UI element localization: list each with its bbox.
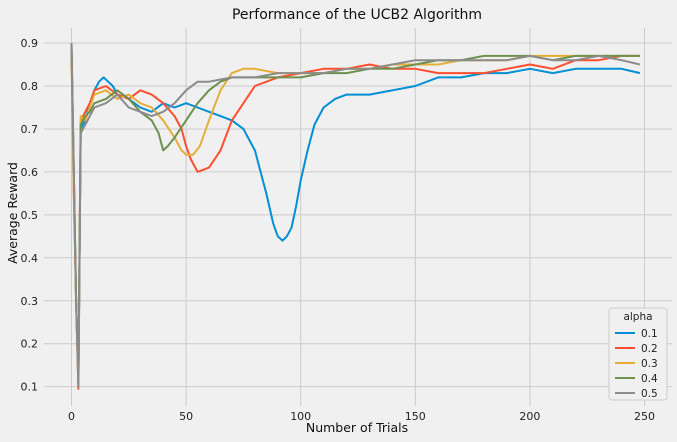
y-tick-label: 0.7	[21, 123, 39, 136]
legend-label: 0.3	[641, 358, 658, 370]
x-tick-label: 0	[68, 410, 75, 423]
y-tick-label: 0.1	[21, 381, 39, 394]
series-line-0.2	[70, 51, 640, 390]
y-tick-label: 0.5	[21, 209, 39, 222]
legend-label: 0.5	[641, 388, 658, 400]
y-tick-label: 0.3	[21, 295, 39, 308]
x-tick-label: 250	[634, 410, 655, 423]
x-tick-label: 100	[290, 410, 311, 423]
legend: alpha 0.1 0.2 0.3 0.4 0.5	[608, 307, 668, 401]
chart-title: Performance of the UCB2 Algorithm	[232, 7, 482, 23]
legend-title: alpha	[623, 311, 652, 323]
grid	[44, 28, 672, 406]
y-tick-label: 0.4	[21, 252, 39, 265]
x-tick-label: 50	[179, 410, 193, 423]
legend-label: 0.4	[641, 373, 658, 385]
y-tick-label: 0.6	[21, 166, 39, 179]
y-axis-label: Average Reward	[5, 162, 20, 264]
legend-label: 0.1	[641, 328, 658, 340]
x-tick-label: 200	[519, 410, 540, 423]
y-tick-label: 0.2	[21, 338, 39, 351]
series-lines	[70, 42, 641, 390]
series-line-0.4	[70, 47, 640, 380]
y-tick-label: 0.9	[21, 37, 39, 50]
legend-label: 0.2	[641, 343, 658, 355]
x-tick-label: 150	[405, 410, 426, 423]
y-tick-label: 0.8	[21, 80, 39, 93]
series-line-0.1	[70, 42, 641, 380]
series-line-0.5	[70, 42, 641, 388]
ticks: 0 50 100 150 200 250 0.1 0.2 0.3 0.4 0.5 0.6 0.7 0.8 0…	[21, 37, 655, 423]
x-axis-label: Number of Trials	[306, 420, 408, 435]
